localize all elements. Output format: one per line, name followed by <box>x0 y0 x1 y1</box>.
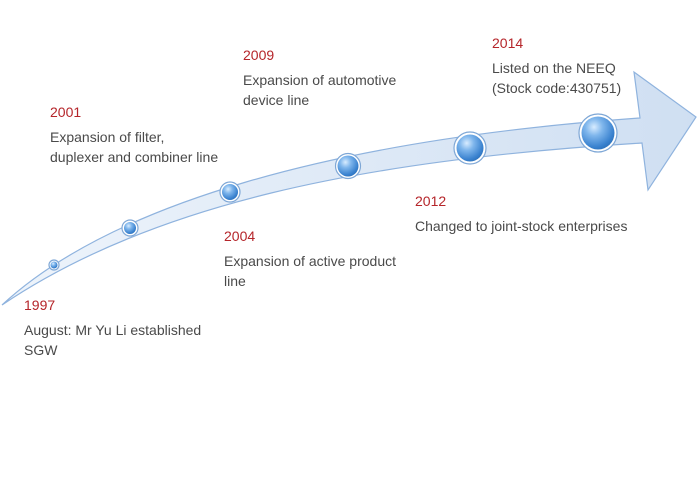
milestone-year: 2014 <box>492 35 524 51</box>
node-2009 <box>334 152 362 180</box>
milestone-description: August: Mr Yu Li established SGW <box>24 322 202 358</box>
timeline-arrow <box>1 70 697 306</box>
milestone-1997: 1997 August: Mr Yu Li established SGW <box>24 296 201 360</box>
milestone-description: Listed on the NEEQ (Stock code:430751) <box>492 60 622 96</box>
milestone-description: Expansion of automotive device line <box>243 72 397 108</box>
node-2004 <box>219 181 241 203</box>
milestone-2004: 2004 Expansion of active product line <box>224 227 396 291</box>
node-1997 <box>48 259 60 271</box>
milestone-2001: 2001 Expansion of filter, duplexer and c… <box>50 103 218 167</box>
node-2001 <box>121 219 139 237</box>
node-2014 <box>578 113 618 153</box>
milestone-2012: 2012 Changed to joint-stock enterprises <box>415 192 627 236</box>
milestone-2009: 2009 Expansion of automotive device line <box>243 46 396 110</box>
milestone-description: Changed to joint-stock enterprises <box>415 218 628 234</box>
milestone-year: 2009 <box>243 47 275 63</box>
milestone-year: 2012 <box>415 193 447 209</box>
node-2012 <box>453 131 487 165</box>
milestone-year: 2001 <box>50 104 82 120</box>
milestone-description: Expansion of filter, duplexer and combin… <box>50 129 219 165</box>
milestone-year: 1997 <box>24 297 56 313</box>
milestone-2014: 2014 Listed on the NEEQ (Stock code:4307… <box>492 34 621 98</box>
milestone-year: 2004 <box>224 228 256 244</box>
milestone-description: Expansion of active product line <box>224 253 396 289</box>
